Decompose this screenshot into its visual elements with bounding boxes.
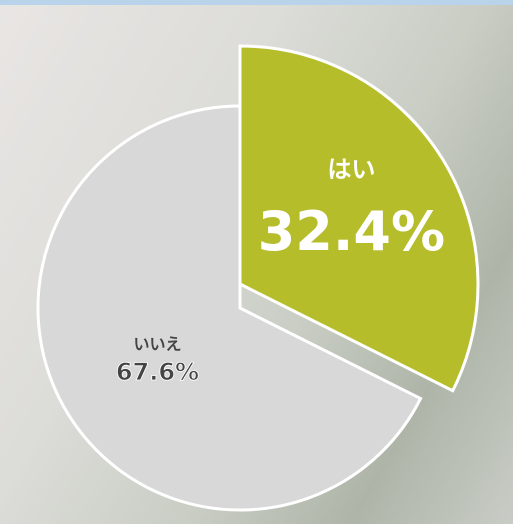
slice-category: いいえ [133,334,181,353]
slice-value-label: 67.6% [116,358,199,386]
slice-value-label: 32.4% [258,200,445,263]
chart: はい 32.4% いいえ 67.6% [0,0,513,524]
slice-category: はい [327,155,375,183]
screenshot: はい 32.4% いいえ 67.6% [0,0,513,524]
